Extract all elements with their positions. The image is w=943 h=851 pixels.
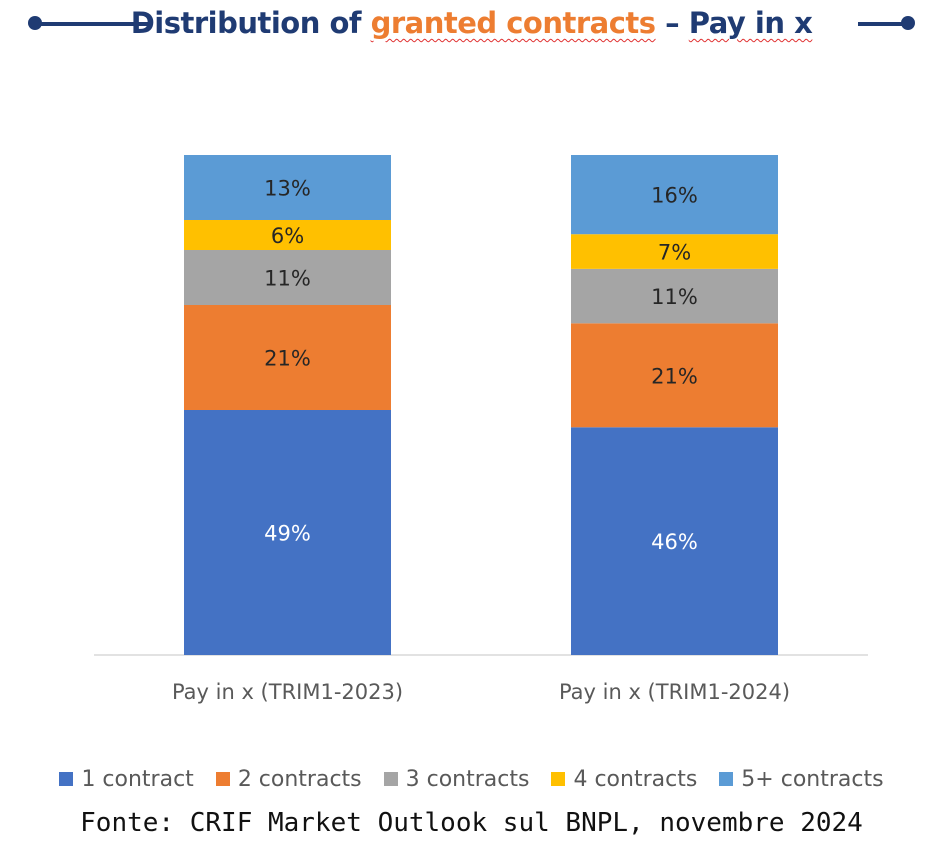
stacked-bar-chart: 49% 21% 11% 6% 13% Pay in x (TRIM1-2023) 46% 21… — [94, 155, 868, 704]
data-label: 7% — [658, 241, 691, 265]
bar-segment — [571, 155, 778, 235]
data-label: 6% — [271, 224, 304, 248]
legend-item: 2 contracts — [215, 766, 362, 792]
legend-swatch — [215, 772, 230, 786]
legend-item: 3 contracts — [383, 766, 530, 792]
legend-label: 3 contracts — [405, 766, 530, 792]
data-label: 13% — [264, 177, 311, 201]
source-note: Fonte: CRIF Market Outlook sul BNPL, nov… — [80, 808, 863, 838]
title-part-4: Pay in x — [688, 6, 813, 40]
decorative-dot-right — [901, 16, 915, 30]
title-accent: granted contracts — [370, 6, 656, 40]
legend-label: 5+ contracts — [741, 766, 884, 792]
legend-swatch — [383, 772, 398, 786]
legend-label: 2 contracts — [237, 766, 362, 792]
legend-swatch — [551, 772, 566, 786]
bar-segment — [184, 155, 391, 220]
legend-swatch — [719, 772, 734, 786]
data-label: 49% — [264, 522, 311, 546]
bar-segment — [184, 250, 391, 305]
bar-segment — [571, 323, 778, 428]
decorative-line-left — [36, 22, 150, 26]
bar-segment — [184, 410, 391, 655]
legend-swatch — [59, 772, 74, 786]
decorative-dot-left — [28, 16, 42, 30]
title-part-3: – — [655, 6, 689, 40]
data-label: 46% — [651, 530, 698, 554]
data-label: 21% — [651, 364, 698, 388]
x-tick-label: Pay in x (TRIM1-2023) — [172, 680, 403, 704]
legend-label: 1 contract — [81, 766, 194, 792]
legend-item: 5+ contracts — [719, 766, 884, 792]
bar-segment — [184, 220, 391, 250]
bar-segment — [184, 305, 391, 410]
data-label: 16% — [651, 184, 698, 208]
chart-title-bar: Distribution of granted contracts – Pay … — [0, 0, 943, 60]
decorative-line-right — [858, 22, 908, 26]
legend-item: 4 contracts — [551, 767, 697, 792]
data-label: 21% — [264, 347, 311, 371]
bar-segment — [571, 427, 778, 655]
bar-segment — [571, 234, 778, 269]
chart-title: Distribution of granted contracts – Pay … — [0, 6, 943, 40]
title-part-1: Distribution of — [130, 6, 371, 40]
legend-label: 4 contracts — [573, 766, 698, 792]
x-tick-label: Pay in x (TRIM1-2024) — [559, 680, 790, 704]
bar-segment — [571, 268, 778, 324]
data-label: 11% — [651, 285, 698, 309]
data-label: 11% — [264, 267, 311, 291]
chart-legend: 1 contract 2 contracts 3 contracts 4 contra… — [0, 764, 943, 794]
legend-item: 1 contract — [59, 766, 194, 792]
